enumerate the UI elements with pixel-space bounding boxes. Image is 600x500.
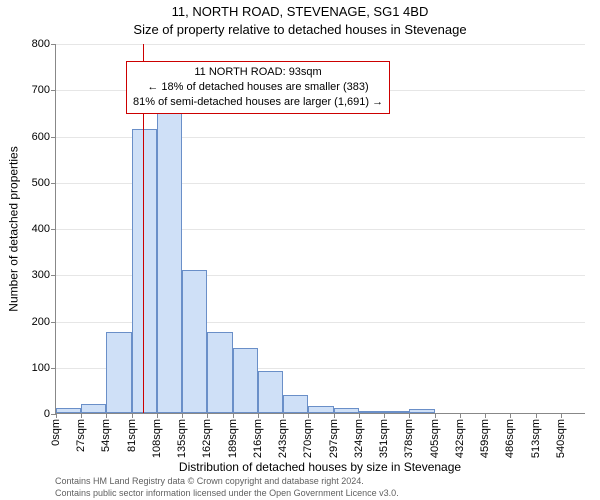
x-tick-mark [308, 413, 309, 418]
histogram-bar [409, 409, 434, 413]
x-tick-label: 324sqm [353, 419, 365, 458]
x-tick-label: 405sqm [429, 419, 441, 458]
histogram-bar [106, 332, 131, 413]
y-axis-label-wrap: Number of detached properties [6, 44, 22, 414]
x-tick-label: 270sqm [302, 419, 314, 458]
y-tick-label: 100 [32, 362, 50, 374]
x-tick-label: 297sqm [328, 419, 340, 458]
x-tick-label: 81sqm [126, 419, 138, 452]
x-tick-label: 378sqm [403, 419, 415, 458]
x-tick-label: 432sqm [454, 419, 466, 458]
x-tick-mark [409, 413, 410, 418]
plot-area: 01002003004005006007008000sqm27sqm54sqm8… [55, 44, 585, 414]
x-tick-mark [182, 413, 183, 418]
x-tick-label: 189sqm [227, 419, 239, 458]
y-axis-label: Number of detached properties [7, 146, 21, 311]
x-tick-mark [207, 413, 208, 418]
y-tick-mark [51, 229, 56, 230]
x-tick-mark [435, 413, 436, 418]
footnote-line1: Contains HM Land Registry data © Crown c… [55, 476, 364, 486]
x-tick-mark [384, 413, 385, 418]
x-tick-mark [510, 413, 511, 418]
histogram-bar [81, 404, 106, 413]
y-tick-mark [51, 275, 56, 276]
x-tick-mark [81, 413, 82, 418]
x-tick-label: 135sqm [176, 419, 188, 458]
histogram-bar [157, 108, 182, 413]
title-address: 11, NORTH ROAD, STEVENAGE, SG1 4BD [0, 4, 600, 19]
x-tick-mark [258, 413, 259, 418]
y-tick-mark [51, 368, 56, 369]
x-tick-mark [56, 413, 57, 418]
x-tick-mark [157, 413, 158, 418]
histogram-bar [182, 270, 207, 413]
y-tick-label: 400 [32, 223, 50, 235]
x-tick-label: 486sqm [504, 419, 516, 458]
histogram-bar [56, 408, 81, 413]
footnote-line2: Contains public sector information licen… [55, 488, 399, 498]
histogram-bar [132, 129, 157, 413]
histogram-bar [283, 395, 308, 414]
y-tick-mark [51, 44, 56, 45]
annotation-line: 11 NORTH ROAD: 93sqm [133, 65, 383, 80]
histogram-bar [258, 371, 283, 413]
x-tick-label: 459sqm [479, 419, 491, 458]
x-tick-label: 351sqm [378, 419, 390, 458]
histogram-bar [207, 332, 232, 413]
x-tick-mark [283, 413, 284, 418]
x-tick-label: 513sqm [530, 419, 542, 458]
title-subtitle: Size of property relative to detached ho… [0, 22, 600, 37]
chart-container: 11, NORTH ROAD, STEVENAGE, SG1 4BD Size … [0, 0, 600, 500]
x-tick-label: 243sqm [277, 419, 289, 458]
x-tick-mark [106, 413, 107, 418]
annotation-line: ← 18% of detached houses are smaller (38… [133, 80, 383, 95]
x-axis-label: Distribution of detached houses by size … [55, 460, 585, 474]
x-tick-mark [233, 413, 234, 418]
x-tick-label: 27sqm [75, 419, 87, 452]
x-tick-label: 108sqm [151, 419, 163, 458]
x-tick-mark [561, 413, 562, 418]
y-tick-mark [51, 322, 56, 323]
annotation-box: 11 NORTH ROAD: 93sqm← 18% of detached ho… [126, 61, 390, 114]
x-tick-mark [536, 413, 537, 418]
y-tick-mark [51, 137, 56, 138]
y-tick-label: 600 [32, 131, 50, 143]
histogram-bar [334, 408, 359, 413]
histogram-bar [233, 348, 258, 413]
histogram-bar [359, 411, 384, 413]
x-tick-mark [132, 413, 133, 418]
x-tick-label: 0sqm [50, 419, 62, 446]
x-tick-mark [460, 413, 461, 418]
annotation-line: 81% of semi-detached houses are larger (… [133, 95, 383, 110]
x-tick-mark [359, 413, 360, 418]
y-tick-label: 200 [32, 316, 50, 328]
y-tick-mark [51, 183, 56, 184]
y-tick-label: 700 [32, 84, 50, 96]
y-tick-label: 500 [32, 177, 50, 189]
x-tick-label: 54sqm [100, 419, 112, 452]
x-tick-mark [485, 413, 486, 418]
x-tick-label: 216sqm [252, 419, 264, 458]
x-tick-label: 540sqm [555, 419, 567, 458]
y-tick-label: 800 [32, 38, 50, 50]
gridline [56, 44, 585, 45]
histogram-bar [308, 406, 333, 413]
x-tick-mark [334, 413, 335, 418]
x-tick-label: 162sqm [201, 419, 213, 458]
y-tick-label: 300 [32, 269, 50, 281]
y-tick-mark [51, 90, 56, 91]
histogram-bar [384, 411, 409, 413]
